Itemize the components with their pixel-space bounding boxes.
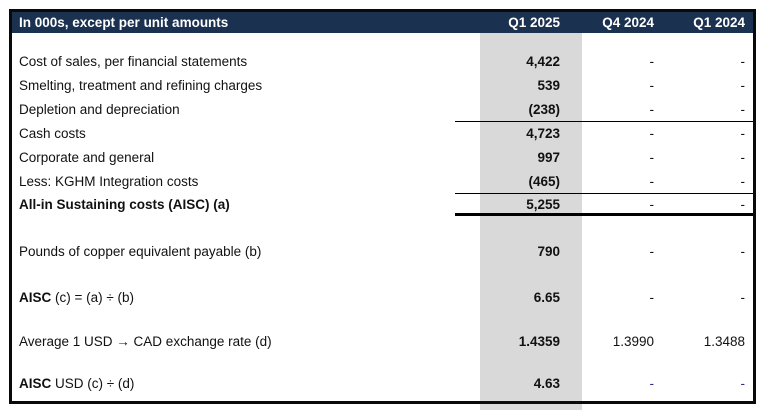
row-values: 997 - - [455, 146, 753, 170]
value-cell: - [649, 290, 655, 305]
value-cell: - [740, 54, 746, 69]
spacer-row [12, 216, 753, 240]
row-values: 539 - - [455, 74, 753, 98]
row-label: Corporate and general [19, 150, 155, 165]
value-cell: 1.3990 [612, 334, 654, 349]
value-cell: - [740, 197, 746, 212]
spacer-row [12, 310, 753, 330]
value-cell: 790 [537, 244, 560, 259]
value-cell: - [740, 126, 746, 141]
value-cell: - [649, 244, 655, 259]
row-values: 5,255 - - [455, 194, 753, 216]
row-values: (465) - - [455, 170, 753, 194]
value-cell: - [649, 78, 655, 93]
value-cell: 4,422 [526, 54, 560, 69]
table-row: AISC (c) = (a) ÷ (b) 6.65 - - [12, 286, 753, 310]
value-cell: 4,723 [526, 126, 560, 141]
value-cell: 539 [537, 78, 560, 93]
value-cell: 1.4359 [518, 334, 560, 349]
row-label: Depletion and depreciation [19, 102, 180, 117]
row-label: Cash costs [19, 126, 86, 141]
value-cell: - [649, 174, 655, 189]
row-label: AISC (c) = (a) ÷ (b) [19, 290, 135, 305]
value-cell: 5,255 [526, 197, 560, 212]
value-cell: - [740, 244, 746, 259]
table-body: Cost of sales, per financial statements 4… [12, 33, 753, 396]
row-values: 790 - - [455, 240, 753, 264]
table-header-row: In 000s, except per unit amounts Q1 2025… [12, 12, 753, 33]
row-values: (238) - - [455, 98, 753, 122]
table-row: Depletion and depreciation (238) - - [12, 98, 753, 122]
spacer-row [12, 33, 753, 50]
value-cell: - [649, 197, 655, 212]
row-label: Smelting, treatment and refining charges [19, 78, 263, 93]
value-cell: - [740, 102, 746, 117]
value-cell: 6.65 [533, 290, 560, 305]
row-label: Pounds of copper equivalent payable (b) [19, 244, 262, 259]
table-row: Less: KGHM Integration costs (465) - - [12, 170, 753, 194]
aisc-financial-table: In 000s, except per unit amounts Q1 2025… [9, 9, 756, 404]
row-values: 4,422 - - [455, 50, 753, 74]
row-values: 4,723 - - [455, 122, 753, 146]
spacer-row [12, 264, 753, 286]
column-header-q1-2024: Q1 2024 [693, 15, 745, 30]
value-cell: - [649, 54, 655, 69]
table-row: AISC USD (c) ÷ (d) 4.63 - - [12, 372, 753, 396]
value-cell: - [740, 174, 746, 189]
row-values: 6.65 - - [455, 286, 753, 310]
table-title: In 000s, except per unit amounts [19, 15, 229, 30]
value-cell: (238) [528, 102, 560, 117]
value-cell: - [740, 150, 746, 165]
row-values: 4.63 - - [455, 372, 753, 396]
table-row: Average 1 USD → CAD exchange rate (d) 1.4… [12, 330, 753, 354]
row-label: All-in Sustaining costs (AISC) (a) [19, 197, 230, 212]
table-row: All-in Sustaining costs (AISC) (a) 5,255 -… [12, 194, 753, 216]
spacer-row [12, 354, 753, 372]
value-cell: - [740, 290, 746, 305]
value-cell: - [740, 376, 746, 391]
table-row: Corporate and general 997 - - [12, 146, 753, 170]
table-row: Cost of sales, per financial statements 4… [12, 50, 753, 74]
column-header-q1-2025: Q1 2025 [508, 15, 560, 30]
column-header-q4-2024: Q4 2024 [602, 15, 654, 30]
table-row: Cash costs 4,723 - - [12, 122, 753, 146]
table-row: Smelting, treatment and refining charges… [12, 74, 753, 98]
value-cell: - [649, 102, 655, 117]
row-label: Less: KGHM Integration costs [19, 174, 199, 189]
row-label: Average 1 USD → CAD exchange rate (d) [19, 334, 272, 349]
table-row: Pounds of copper equivalent payable (b) 7… [12, 240, 753, 264]
value-cell: 4.63 [533, 376, 560, 391]
row-label: Cost of sales, per financial statements [19, 54, 248, 69]
row-label: AISC USD (c) ÷ (d) [19, 376, 135, 391]
value-cell: 1.3488 [703, 334, 745, 349]
value-cell: - [649, 150, 655, 165]
row-values: 1.4359 1.3990 1.3488 [455, 330, 753, 354]
value-cell: - [740, 78, 746, 93]
value-cell: - [649, 126, 655, 141]
q1-2025-column-highlight [480, 33, 582, 410]
value-cell: 997 [537, 150, 560, 165]
value-cell: - [649, 376, 655, 391]
value-cell: (465) [528, 174, 560, 189]
